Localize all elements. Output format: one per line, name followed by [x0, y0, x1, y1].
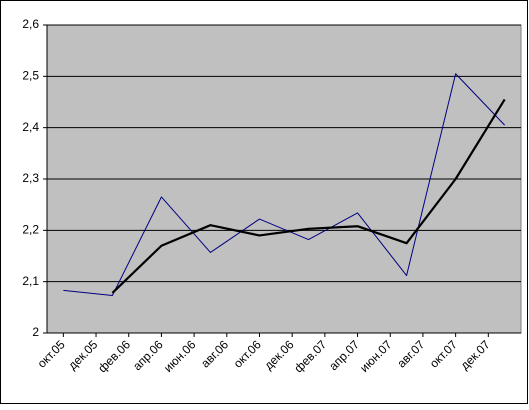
- y-tick-label: 2,3: [22, 171, 39, 185]
- y-tick-label: 2,5: [22, 69, 39, 83]
- y-tick-label: 2,6: [22, 17, 39, 31]
- y-tick-label: 2,2: [22, 223, 39, 237]
- y-tick-label: 2,1: [22, 274, 39, 288]
- y-tick-label: 2: [32, 325, 39, 339]
- line-series: [63, 73, 506, 297]
- line-series: [111, 98, 506, 294]
- y-tick-label: 2,4: [22, 120, 39, 134]
